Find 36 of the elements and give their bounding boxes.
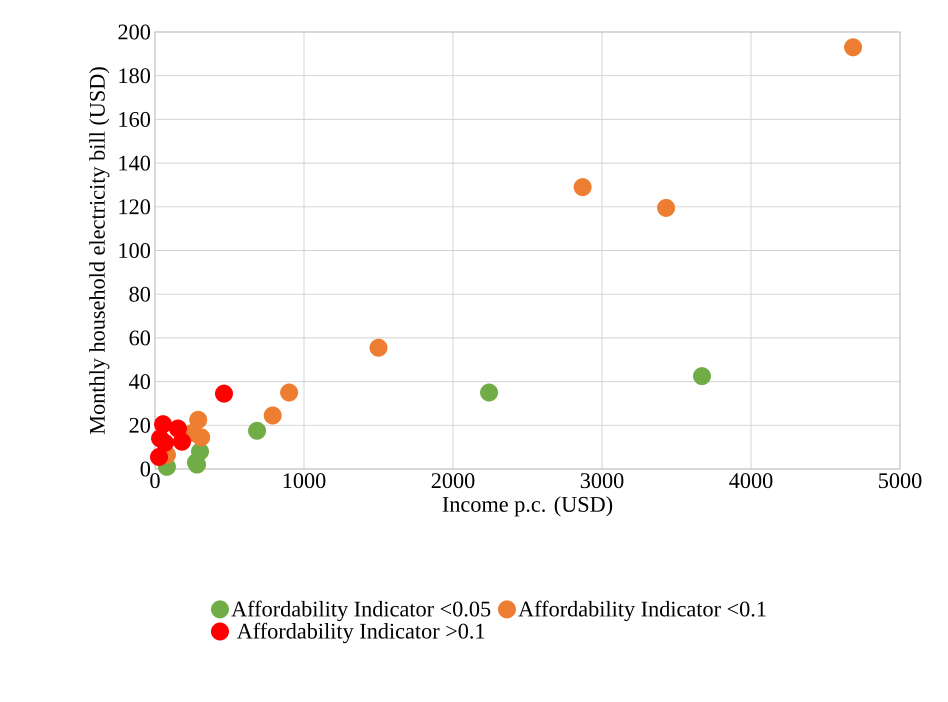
x-tick-label: 0 xyxy=(150,473,160,488)
legend-label: Affordability Indicator >0.1 xyxy=(236,622,484,644)
x-tick-label: 5000 xyxy=(879,473,922,488)
x-tick-label: 3000 xyxy=(580,473,624,488)
y-tick-label: 140 xyxy=(119,156,150,171)
point xyxy=(189,410,208,429)
point xyxy=(657,198,676,217)
y-tick-label: 200 xyxy=(118,24,150,40)
point xyxy=(280,384,298,402)
y-tick-label: 120 xyxy=(119,199,150,214)
y-tick-label: 180 xyxy=(119,68,150,84)
point xyxy=(264,406,282,424)
y-tick-label: 60 xyxy=(130,330,150,346)
point xyxy=(172,432,191,451)
y-axis-title: Monthly household electricity bill (USD) xyxy=(89,67,110,434)
x-tick-label: 1000 xyxy=(284,473,326,488)
legend-label: Affordability Indicator <0.1 xyxy=(518,600,766,622)
y-tick-label: 100 xyxy=(119,243,150,258)
point xyxy=(248,422,266,440)
point xyxy=(844,38,862,56)
point xyxy=(150,448,168,466)
y-tick-label: 160 xyxy=(119,112,150,127)
x-tick-label: 2000 xyxy=(432,473,474,488)
point xyxy=(156,434,174,452)
point xyxy=(480,384,498,402)
point xyxy=(214,384,234,403)
point xyxy=(369,338,388,357)
legend-label: Affordability Indicator <0.05 xyxy=(231,600,490,622)
x-axis-title: Income p.c. (USD) xyxy=(442,496,612,516)
y-tick-label: 80 xyxy=(129,286,150,302)
x-tick-label: 4000 xyxy=(729,473,772,488)
y-tick-label: 20 xyxy=(130,418,150,433)
y-tick-label: 0 xyxy=(140,462,150,477)
point xyxy=(574,178,592,196)
y-tick-label: 40 xyxy=(129,374,150,390)
point xyxy=(692,367,712,386)
